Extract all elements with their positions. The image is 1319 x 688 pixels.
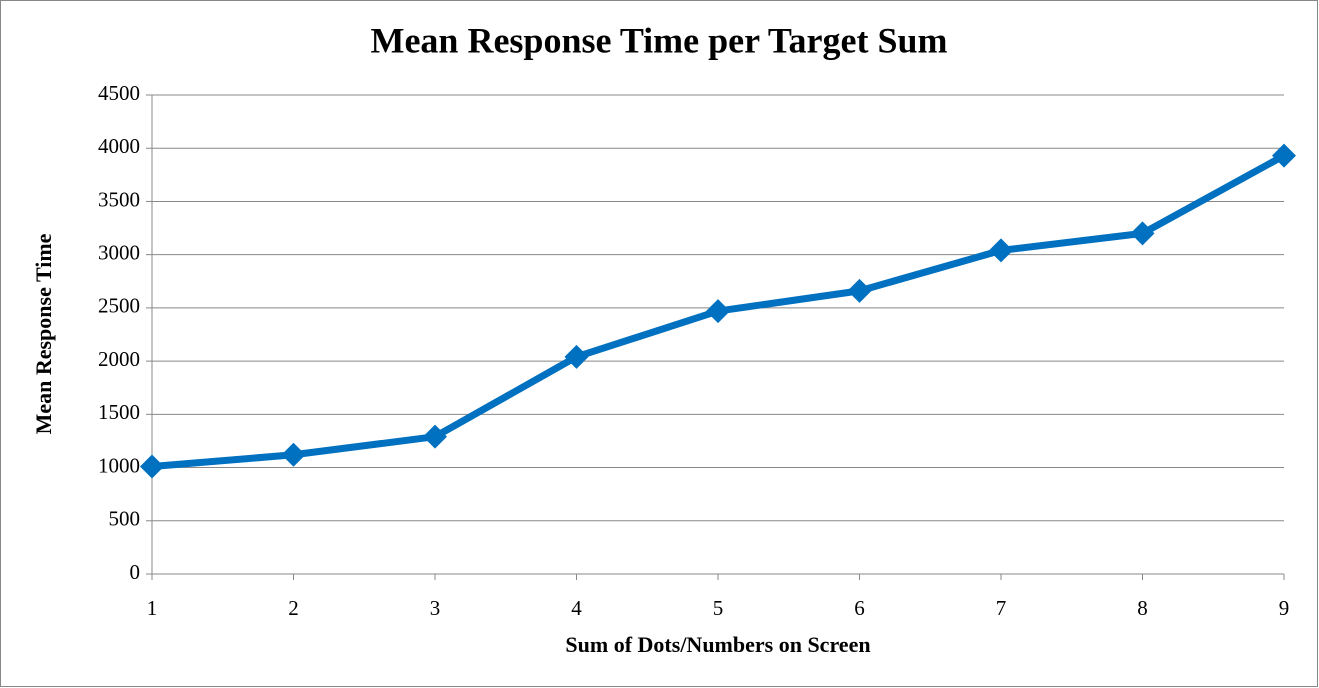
x-tick-label: 5 [713, 596, 724, 620]
x-tick-label: 3 [430, 596, 441, 620]
x-tick-label: 8 [1137, 596, 1148, 620]
y-tick-label: 4000 [98, 134, 140, 158]
y-tick-label: 3500 [98, 187, 140, 211]
data-point [423, 424, 447, 449]
data-point [989, 238, 1013, 263]
y-tick-label: 2500 [98, 294, 140, 318]
y-tick-label: 4500 [98, 81, 140, 105]
y-tick-label: 0 [130, 560, 141, 584]
x-axis-label: Sum of Dots/Numbers on Screen [565, 632, 870, 657]
data-point [140, 454, 164, 479]
y-tick-label: 1000 [98, 453, 140, 477]
x-tick-label: 6 [854, 596, 865, 620]
data-point [1130, 221, 1155, 246]
x-tick-label: 1 [147, 596, 158, 620]
x-tick-label: 9 [1279, 596, 1290, 620]
x-tick-label: 7 [996, 596, 1007, 620]
x-tick-label: 2 [288, 596, 299, 620]
y-tick-label: 1500 [98, 400, 140, 424]
data-point [706, 299, 730, 324]
chart-title: Mean Response Time per Target Sum [370, 20, 947, 60]
x-tick-label: 4 [571, 596, 582, 620]
data-point [564, 344, 589, 369]
data-point [847, 278, 872, 303]
data-point [1272, 143, 1296, 168]
data-point [281, 442, 306, 467]
y-tick-label: 500 [109, 507, 141, 531]
y-tick-label: 2000 [98, 347, 140, 371]
y-axis-label: Mean Response Time [31, 233, 56, 434]
y-tick-label: 3000 [98, 240, 140, 264]
